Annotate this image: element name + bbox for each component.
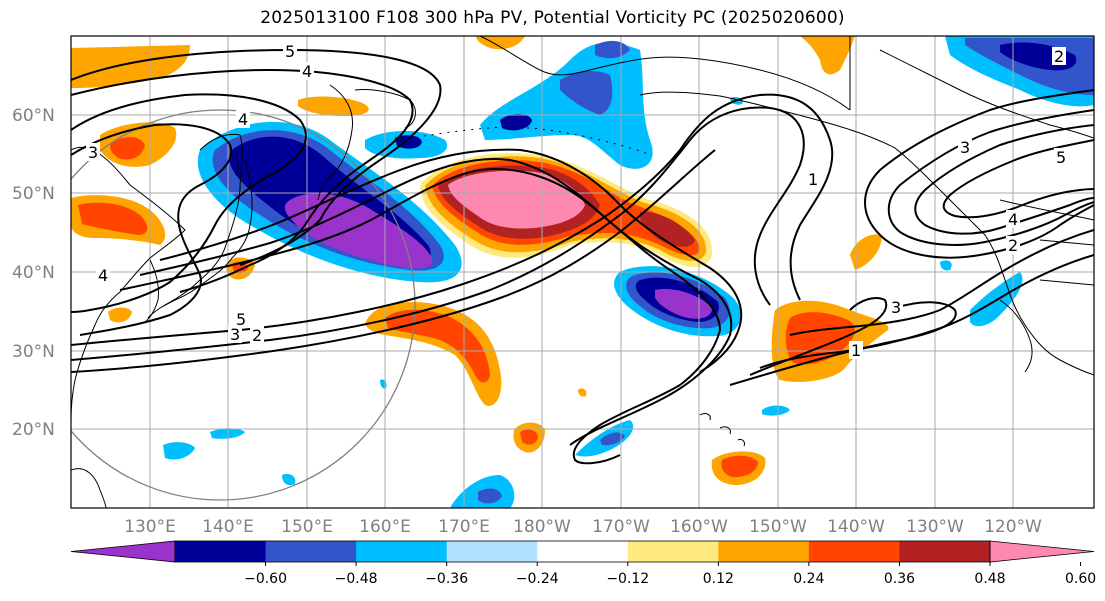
contour-label: 4 xyxy=(238,110,248,129)
lat-label: 20°N xyxy=(12,420,55,440)
colorbar-tick-label: −0.48 xyxy=(335,571,378,587)
colorbar-segment xyxy=(356,541,448,562)
pv-negative-central-pacific xyxy=(614,266,741,337)
lat-label: 50°N xyxy=(12,184,55,204)
colorbar-segment xyxy=(446,541,538,562)
contour-label: 1 xyxy=(808,170,818,189)
colorbar-segment xyxy=(537,541,629,562)
colorbar-tick-label: −0.24 xyxy=(516,571,559,587)
latitude-labels: 60°N 50°N 40°N 30°N 20°N xyxy=(12,106,55,440)
lon-label: 130°W xyxy=(906,517,964,537)
colorbar-segment xyxy=(808,541,900,562)
contour-label: 3 xyxy=(891,298,901,317)
pv-negative-bering xyxy=(480,40,653,169)
colorbar-segment xyxy=(718,541,810,562)
pv-contours xyxy=(71,48,1094,465)
colorbar-segment xyxy=(627,541,719,562)
lat-label: 40°N xyxy=(12,263,55,283)
pv-positive-orange-blobs xyxy=(71,36,889,485)
colorbar-extend-max xyxy=(989,540,1095,563)
contour-label: 4 xyxy=(302,62,312,81)
lon-label: 150°W xyxy=(749,517,807,537)
colorbar: −0.60 −0.48 −0.36 −0.24 −0.12 0.12 0.24 0.36 0.4… xyxy=(70,540,1096,587)
contour-label: 2 xyxy=(1054,47,1064,66)
lon-label: 130°E xyxy=(124,517,176,537)
colorbar-extend-min xyxy=(70,540,176,563)
contour-label: 3 xyxy=(960,138,970,157)
lon-label: 160°W xyxy=(670,517,728,537)
colorbar-tick-label: 0.60 xyxy=(1065,571,1096,587)
lon-label: 180°W xyxy=(513,517,571,537)
contour-labels: 5 4 4 3 2 4 5 3 2 1 3 5 4 2 xyxy=(86,42,1068,360)
contour-label: 5 xyxy=(285,42,295,61)
longitude-labels: 130°E 140°E 150°E 160°E 170°E 180°W 170°… xyxy=(124,517,1042,537)
contour-label: 3 xyxy=(230,325,240,344)
contour-label: 5 xyxy=(1056,148,1066,167)
contour-label: 2 xyxy=(252,326,262,345)
lon-label: 140°W xyxy=(827,517,885,537)
colorbar-tick-label: 0.36 xyxy=(884,571,915,587)
contour-label: 3 xyxy=(88,143,98,162)
contour-label: 4 xyxy=(1008,210,1018,229)
graticule xyxy=(71,36,1094,508)
lon-label: 150°E xyxy=(281,517,333,537)
reference-circle xyxy=(71,109,416,501)
contour-label: 1 xyxy=(851,341,861,360)
contour-label: 2 xyxy=(1008,236,1018,255)
lon-label: 170°E xyxy=(438,517,490,537)
map-frame xyxy=(70,35,1095,509)
contour-label: 5 xyxy=(236,310,246,329)
colorbar-segment xyxy=(899,541,991,562)
lon-label: 160°E xyxy=(359,517,411,537)
colorbar-segment xyxy=(265,541,357,562)
colorbar-segment xyxy=(175,541,267,562)
figure-title: 2025013100 F108 300 hPa PV, Potential Vo… xyxy=(260,8,845,28)
lon-label: 120°W xyxy=(984,517,1042,537)
colorbar-tick-label: −0.36 xyxy=(425,571,468,587)
colorbar-tick-label: −0.60 xyxy=(244,571,287,587)
lon-label: 140°E xyxy=(202,517,254,537)
lat-label: 30°N xyxy=(12,342,55,362)
colorbar-outline xyxy=(174,540,991,563)
contour-label: 4 xyxy=(98,266,108,285)
colorbar-tick-label: 0.48 xyxy=(974,571,1005,587)
colorbar-tick-label: −0.12 xyxy=(606,571,649,587)
lon-label: 170°W xyxy=(592,517,650,537)
map-layers: 5 4 4 3 2 4 5 3 2 1 3 5 4 2 xyxy=(71,36,1094,508)
colorbar-tick-label: 0.24 xyxy=(793,571,824,587)
lat-label: 60°N xyxy=(12,106,55,126)
colorbar-tick-label: 0.12 xyxy=(703,571,734,587)
